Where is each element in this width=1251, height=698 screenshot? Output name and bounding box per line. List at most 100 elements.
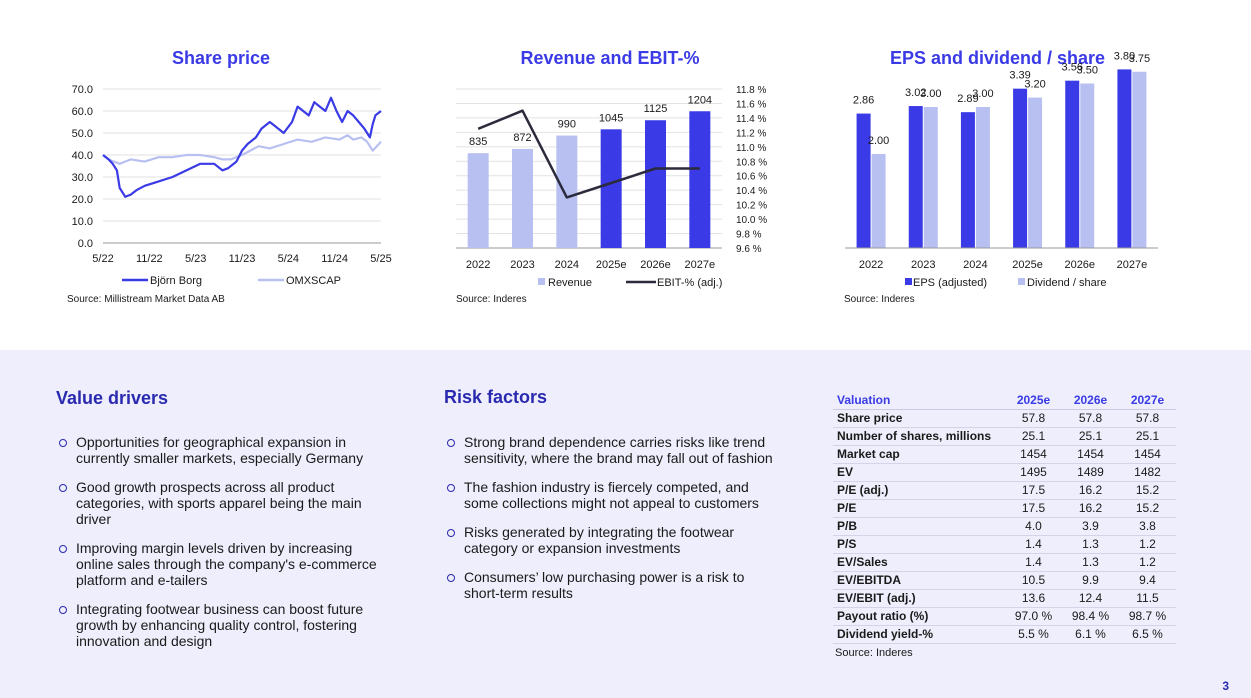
data-label: 3.00 xyxy=(972,88,993,100)
valuation-cell: 25.1 xyxy=(1005,427,1062,446)
valuation-row: Share price 57.8 57.8 57.8 xyxy=(833,409,1176,428)
valuation-row: EV/EBIT (adj.) 13.6 12.4 11.5 xyxy=(833,589,1176,608)
valuation-row-label: Share price xyxy=(833,409,1005,428)
dividend-bar xyxy=(1028,97,1043,248)
revenue-source: Source: Inderes xyxy=(456,294,527,305)
series-line xyxy=(102,134,382,165)
right-axis-tick-label: 10.6 % xyxy=(736,172,767,183)
data-label: 3.20 xyxy=(1024,79,1045,91)
revenue-bar xyxy=(556,135,578,248)
valuation-row-label: EV xyxy=(833,463,1005,482)
valuation-table: Valuation 2025e 2026e 2027e Share price 5… xyxy=(833,391,1176,644)
value-driver-item: Integrating footwear business can boost … xyxy=(58,601,378,649)
valuation-cell: 1454 xyxy=(1005,445,1062,464)
value-drivers-list: Opportunities for geographical expansion… xyxy=(58,434,378,662)
legend-label: EBIT-% (adj.) xyxy=(657,277,722,289)
x-tick-label: 2027e xyxy=(685,259,716,271)
risk-factor-item: Risks generated by integrating the footw… xyxy=(446,524,781,556)
right-axis-tick-label: 11.0 % xyxy=(736,143,766,154)
valuation-cell: 1482 xyxy=(1119,463,1176,482)
valuation-cell: 12.4 xyxy=(1062,589,1119,608)
legend-swatch xyxy=(1018,278,1025,285)
valuation-row-label: P/E xyxy=(833,499,1005,518)
valuation-cell: 4.0 xyxy=(1005,517,1062,536)
data-label: 3.39 xyxy=(1009,70,1030,82)
valuation-cell: 1.4 xyxy=(1005,535,1062,554)
revenue-bar xyxy=(645,120,666,248)
risk-factors-list: Strong brand dependence carries risks li… xyxy=(446,434,781,614)
charts-canvas: 0.0 10.0 20.0 30.0 40.0 50.0 60.0 70.0 5/22 11/22… xyxy=(72,50,1158,289)
risk-factor-item: Strong brand dependence carries risks li… xyxy=(446,434,781,466)
valuation-row: P/S 1.4 1.3 1.2 xyxy=(833,535,1176,554)
valuation-cell: 57.8 xyxy=(1119,409,1176,428)
valuation-cell: 15.2 xyxy=(1119,499,1176,518)
data-label: 3.50 xyxy=(1077,65,1098,77)
revenue-ebit-title: Revenue and EBIT-% xyxy=(520,48,700,68)
value-driver-item: Good growth prospects across all product… xyxy=(58,479,378,527)
valuation-header: Valuation xyxy=(833,391,1005,410)
y-tick-label: 20.0 xyxy=(72,194,93,206)
ebit-line xyxy=(477,109,700,199)
valuation-cell: 1495 xyxy=(1005,463,1062,482)
valuation-cell: 1.3 xyxy=(1062,553,1119,572)
valuation-cell: 98.7 % xyxy=(1119,607,1176,626)
valuation-header-row: Valuation 2025e 2026e 2027e xyxy=(833,391,1176,410)
y-tick-label: 0.0 xyxy=(78,238,93,250)
data-label: 1204 xyxy=(688,94,712,106)
y-tick-label: 70.0 xyxy=(72,84,93,96)
dividend-bar xyxy=(871,154,886,248)
eps-bar xyxy=(1117,69,1132,249)
valuation-row: Payout ratio (%) 97.0 % 98.4 % 98.7 % xyxy=(833,607,1176,626)
valuation-cell: 1.2 xyxy=(1119,553,1176,572)
valuation-cell: 15.2 xyxy=(1119,481,1176,500)
x-tick-label: 2023 xyxy=(510,259,534,271)
right-axis-tick-label: 11.6 % xyxy=(736,99,766,110)
valuation-row: P/E 17.5 16.2 15.2 xyxy=(833,499,1176,518)
revenue-bar xyxy=(600,129,622,248)
valuation-cell: 3.9 xyxy=(1062,517,1119,536)
valuation-row-label: P/S xyxy=(833,535,1005,554)
valuation-cell: 1489 xyxy=(1062,463,1119,482)
valuation-row: EV 1495 1489 1482 xyxy=(833,463,1176,482)
valuation-cell: 1454 xyxy=(1119,445,1176,464)
data-label: 835 xyxy=(469,136,487,148)
data-label: 3.80 xyxy=(1114,50,1135,62)
valuation-cell: 6.1 % xyxy=(1062,625,1119,644)
valuation-row: P/B 4.0 3.9 3.8 xyxy=(833,517,1176,536)
x-tick-label: 2025e xyxy=(596,259,627,271)
x-tick-label: 2026e xyxy=(1064,259,1095,271)
x-tick-label: 2022 xyxy=(466,259,490,271)
valuation-cell: 1454 xyxy=(1062,445,1119,464)
value-driver-item: Opportunities for geographical expansion… xyxy=(58,434,378,466)
eps-bar xyxy=(908,106,923,248)
y-tick-label: 60.0 xyxy=(72,106,93,118)
data-label: 3.75 xyxy=(1129,53,1150,65)
data-label: 872 xyxy=(513,132,531,144)
valuation-row: Market cap 1454 1454 1454 xyxy=(833,445,1176,464)
y-tick-label: 10.0 xyxy=(72,216,93,228)
right-axis-tick-label: 11.2 % xyxy=(736,128,766,139)
data-label: 1125 xyxy=(644,103,668,115)
dividend-bar xyxy=(1080,83,1095,248)
right-axis-tick-label: 9.6 % xyxy=(736,244,762,255)
right-axis-tick-label: 10.0 % xyxy=(736,215,767,226)
eps-bar xyxy=(960,112,975,248)
data-label: 2.00 xyxy=(868,135,889,147)
valuation-row-label: Payout ratio (%) xyxy=(833,607,1005,626)
valuation-cell: 25.1 xyxy=(1119,427,1176,446)
x-tick-label: 2022 xyxy=(859,259,883,271)
eps-source: Source: Inderes xyxy=(844,294,915,305)
data-label: 2.89 xyxy=(957,93,978,105)
valuation-cell: 1.2 xyxy=(1119,535,1176,554)
right-axis-tick-label: 9.8 % xyxy=(736,230,762,241)
eps-bar xyxy=(856,113,871,248)
valuation-cell: 13.6 xyxy=(1005,589,1062,608)
data-label: 3.56 xyxy=(1062,62,1083,74)
x-tick-label: 2026e xyxy=(640,259,671,271)
valuation-cell: 6.5 % xyxy=(1119,625,1176,644)
x-tick-label: 11/22 xyxy=(136,253,163,265)
x-tick-label: 5/22 xyxy=(92,253,113,265)
valuation-row-label: P/B xyxy=(833,517,1005,536)
x-tick-label: 5/25 xyxy=(370,253,391,265)
page-number: 3 xyxy=(1222,679,1229,693)
